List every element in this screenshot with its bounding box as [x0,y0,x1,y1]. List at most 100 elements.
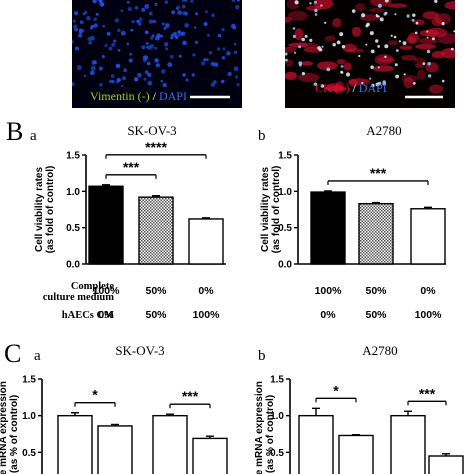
nucleus-dot [108,46,113,51]
y-tick-label: 1.5 [66,151,80,162]
nucleus-dot [210,82,216,87]
nucleus-dot [154,2,158,7]
nucleus-dot [92,0,97,4]
chart-sublabel: a [30,128,37,144]
nucleus-dot [117,28,121,32]
nucleus-dot [411,18,415,22]
nucleus-dot [121,76,126,81]
nucleus-dot [147,80,153,86]
nucleus-dot [383,12,387,16]
nucleus-dot [137,73,142,78]
nucleus-dot [88,40,92,45]
nucleus-dot [87,36,92,42]
nucleus-dot [375,82,380,87]
nucleus-dot [398,40,401,43]
y-axis-label: Cell viability rates(as fold of control) [34,166,56,254]
nucleus-dot [415,21,419,25]
nucleus-dot [82,12,86,16]
nucleus-dot [345,72,351,77]
cytokeratin-cell [414,62,425,69]
y-axis-label: Cell viability rates(as fold of control) [260,166,282,254]
nucleus-dot [434,0,438,3]
nucleus-dot [164,0,168,4]
micrograph-background [72,0,242,108]
table-row1-value: 100% [315,285,343,297]
nucleus-dot [226,51,231,56]
nucleus-dot [134,77,139,82]
nucleus-dot [165,23,170,28]
y-axis-label-line: (as % of control) [9,395,20,473]
nucleus-dot [292,34,296,39]
nucleus-dot [109,79,113,84]
nucleus-dot [177,10,182,16]
nucleus-dot [146,72,151,77]
nucleus-dot [285,52,288,56]
table-row1-value: 50% [145,285,167,297]
nucleus-dot [78,33,83,38]
nucleus-dot [384,44,389,49]
stain-label-separator: / [150,89,159,103]
nucleus-dot [174,31,178,35]
nucleus-dot [406,14,410,18]
nucleus-dot [120,30,126,36]
nucleus-dot [431,37,435,41]
nucleus-dot [175,7,179,10]
cytokeratin-cell [285,46,297,53]
nucleus-dot [217,33,222,38]
nucleus-dot [207,34,210,37]
nucleus-dot [382,81,387,86]
nucleus-dot [298,61,303,66]
chart-b-a: 0.0 0.5 1.0 1.5 Cell viability rates(as fold… [30,123,226,271]
nucleus-dot [370,65,374,69]
table-row2-value: 0% [320,309,336,321]
nucleus-dot [394,13,397,16]
nucleus-dot [221,28,225,32]
cytokeratin-cell [288,42,309,48]
nucleus-dot [221,56,226,60]
y-tick-label: 0.5 [278,223,292,234]
nucleus-dot [314,13,318,16]
nucleus-dot [375,39,379,43]
nucleus-dot [99,83,103,87]
nucleus-dot [72,19,76,23]
nucleus-dot [90,65,96,71]
nucleus-dot [369,31,374,36]
nucleus-dot [298,45,301,49]
nucleus-dot [98,0,103,3]
condition-table: Complete culture medium hAECs CM 100% 0% 5… [43,281,442,321]
cytokeratin-cell [332,18,342,28]
bar [97,425,133,474]
nucleus-dot [141,45,146,50]
y-axis-label-line: Cell viability rates [260,167,271,252]
nucleus-dot [235,75,239,79]
stain-label-separator: / [349,81,358,95]
cytokeratin-cell [374,54,394,65]
chart-title: SK-OV-3 [115,343,164,358]
nucleus-dot [111,42,116,47]
nucleus-dot [235,4,240,10]
significance-label: *** [370,165,387,181]
y-axis-label: tive mRNA expression(as % of control) [0,381,20,474]
y-axis-label-line: (as fold of control) [271,166,282,254]
significance-label: * [333,382,339,398]
nucleus-dot [450,47,454,51]
nucleus-dot [131,20,135,24]
nucleus-dot [324,21,327,24]
micrograph-ck-canvas: CK (+) / DAPI [285,0,455,108]
nucleus-dot [339,32,344,37]
nucleus-dot [72,82,75,87]
nucleus-dot [155,63,160,68]
nucleus-dot [79,28,83,32]
nucleus-dot [222,47,226,51]
bar [410,208,446,265]
cytokeratin-cell [285,71,297,80]
nucleus-dot [203,21,208,27]
nucleus-dot [169,54,174,59]
nucleus-dot [205,58,209,61]
nucleus-dot [412,82,416,85]
nucleus-dot [129,52,133,56]
nucleus-dot [227,71,232,77]
